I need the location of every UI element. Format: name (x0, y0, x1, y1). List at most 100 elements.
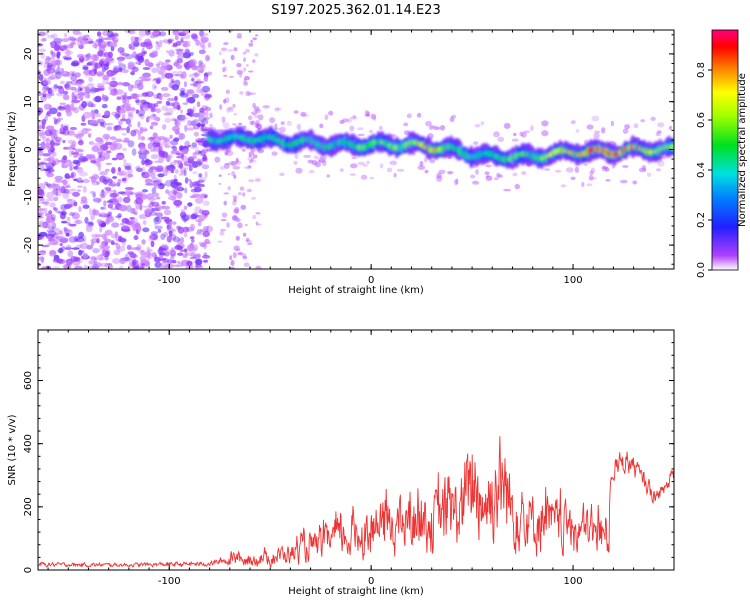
noise-blob (203, 200, 210, 206)
noise-blob (122, 82, 130, 87)
noise-blob (201, 85, 211, 93)
noise-blob (544, 168, 551, 171)
noise-blob (167, 196, 177, 201)
noise-blob (197, 122, 201, 128)
noise-blob (143, 128, 147, 132)
y-tick-label: -10 (23, 189, 34, 205)
noise-blob (436, 172, 442, 179)
noise-blob (114, 142, 123, 150)
noise-blob (67, 191, 75, 195)
noise-blob (246, 188, 252, 193)
noise-blob (135, 99, 140, 103)
noise-blob (154, 221, 158, 227)
noise-blob (116, 126, 123, 131)
noise-blob (186, 214, 192, 218)
noise-blob (65, 184, 71, 189)
noise-blob (106, 126, 113, 131)
noise-blob (224, 151, 229, 156)
noise-blob (65, 244, 72, 250)
noise-blob (247, 239, 253, 245)
noise-blob (317, 156, 326, 163)
noise-blob (154, 50, 159, 57)
noise-blob (96, 181, 100, 185)
noise-blob (252, 214, 257, 220)
noise-blob (147, 32, 156, 35)
noise-blob (245, 223, 248, 227)
noise-blob (38, 74, 44, 81)
noise-blob (149, 114, 158, 120)
noise-blob (370, 113, 377, 120)
noise-blob (41, 123, 46, 130)
noise-blob (95, 137, 103, 143)
noise-blob (139, 126, 144, 134)
noise-blob (234, 206, 240, 213)
noise-blob (201, 210, 210, 216)
noise-blob (180, 169, 186, 176)
noise-blob (158, 146, 163, 153)
noise-blob (38, 256, 45, 261)
noise-blob (149, 136, 156, 140)
noise-blob (112, 41, 117, 48)
noise-blob (156, 100, 163, 104)
noise-blob (245, 239, 249, 243)
noise-blob (256, 123, 263, 130)
snr-ylabel: SNR (10 * v/v) (7, 414, 18, 485)
noise-blob (48, 107, 58, 115)
noise-blob (393, 172, 397, 178)
noise-blob (176, 160, 183, 163)
noise-blob (55, 119, 61, 123)
noise-blob (357, 127, 364, 131)
noise-blob (74, 153, 82, 157)
noise-blob (138, 109, 145, 117)
noise-blob (141, 263, 145, 266)
noise-blob (223, 192, 230, 195)
noise-blob (141, 239, 146, 245)
noise-blob (97, 50, 104, 57)
noise-blob (581, 181, 585, 187)
noise-blob (83, 264, 88, 269)
noise-blob (85, 73, 90, 77)
noise-blob (50, 250, 56, 255)
noise-blob (94, 109, 99, 115)
noise-blob (74, 265, 83, 269)
noise-blob (480, 121, 485, 126)
noise-blob (120, 127, 127, 131)
noise-blob (100, 222, 106, 228)
y-tick-label: 20 (23, 48, 34, 61)
noise-blob (41, 201, 50, 205)
noise-blob (228, 75, 235, 78)
noise-blob (205, 54, 210, 62)
noise-blob (47, 34, 55, 39)
noise-blob (111, 37, 119, 43)
noise-blob (105, 58, 110, 62)
noise-blob (186, 108, 195, 114)
noise-blob (113, 125, 119, 132)
noise-blob (183, 248, 188, 252)
noise-blob (236, 35, 243, 39)
noise-blob (96, 147, 104, 156)
noise-blob (106, 200, 114, 203)
noise-blob (245, 64, 249, 67)
noise-blob (180, 209, 185, 213)
noise-blob (39, 162, 48, 165)
noise-blob (47, 87, 53, 95)
noise-blob (219, 165, 226, 170)
noise-blob (133, 235, 139, 241)
noise-blob (102, 133, 111, 140)
noise-blob (226, 107, 231, 113)
noise-blob (560, 184, 567, 188)
noise-blob (232, 252, 237, 259)
noise-blob (138, 113, 143, 118)
noise-blob (117, 82, 124, 86)
noise-blob (44, 115, 48, 122)
noise-blob (101, 66, 106, 73)
noise-blob (143, 41, 153, 47)
noise-blob (231, 171, 236, 176)
noise-blob (167, 39, 173, 44)
noise-blob (471, 180, 480, 185)
noise-blob (252, 37, 257, 41)
noise-blob (141, 166, 146, 173)
noise-blob (160, 248, 168, 252)
noise-blob (195, 140, 204, 143)
noise-blob (104, 111, 109, 118)
